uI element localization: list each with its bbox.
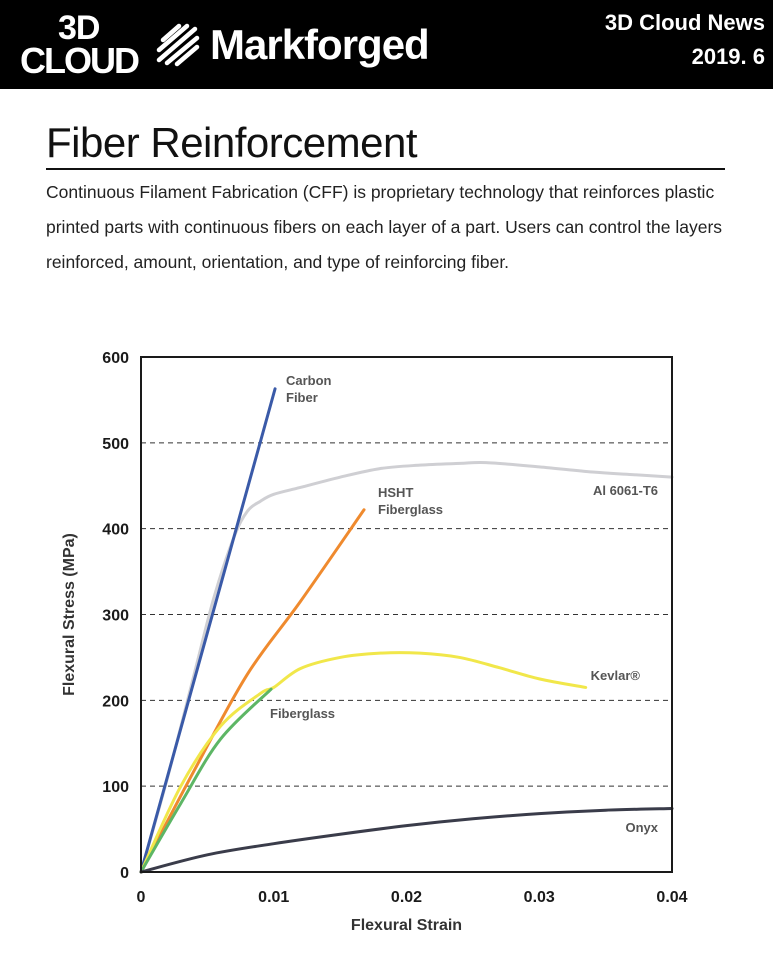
y-tick-label: 100 — [102, 779, 129, 796]
logo-3d-text: 3D — [58, 9, 100, 47]
3d-cloud-logo: 3D CLOUD — [20, 8, 140, 82]
series-label-carbon-fiber: Carbon Fiber — [286, 373, 332, 405]
series-line-hsht-fiberglass — [139, 508, 366, 874]
x-tick-label: 0.03 — [524, 889, 555, 906]
series-label-al-6061-t6: Al 6061-T6 — [593, 483, 658, 498]
logo-cloud-text: CLOUD — [20, 40, 140, 81]
series-label-onyx: Onyx — [625, 820, 658, 835]
markforged-stripes-icon — [156, 23, 200, 67]
news-date: 2019. 6 — [691, 44, 765, 69]
y-tick-label: 600 — [102, 350, 129, 367]
title-divider — [46, 168, 725, 170]
description-paragraph: Continuous Filament Fabrication (CFF) is… — [46, 182, 723, 272]
x-tick-label: 0.02 — [391, 889, 422, 906]
x-axis-label: Flexural Strain — [351, 917, 462, 934]
series-line-carbon-fiber — [139, 387, 277, 874]
series-line-al-6061-t6 — [139, 460, 674, 874]
flexural-stress-chart: 0 100 200 300 400 500 600 0 0.01 0.02 0.03 0.04 Al … — [61, 350, 688, 934]
series-line-fiberglass — [139, 687, 273, 874]
y-tick-label: 500 — [102, 436, 129, 453]
plot-frame — [140, 356, 673, 873]
gridlines — [141, 442, 672, 787]
news-label: 3D Cloud News 2019. 6 — [605, 6, 765, 74]
series-labels: Al 6061-T6 Carbon Fiber HSHT Fiberglass Kevla… — [270, 373, 659, 835]
markforged-brand: Markforged — [210, 21, 430, 68]
y-axis-label: Flexural Stress (MPa) — [61, 533, 78, 696]
series-label-hsht-fiberglass: HSHT Fiberglass — [378, 485, 443, 517]
page-title: Fiber Reinforcement — [46, 119, 417, 166]
y-tick-label: 400 — [102, 522, 129, 539]
series-line-kevlar — [139, 651, 588, 874]
series-label-fiberglass: Fiberglass — [270, 706, 335, 721]
y-tick-label: 200 — [102, 693, 129, 710]
tick-labels: 0 100 200 300 400 500 600 0 0.01 0.02 0.03 0.04 — [102, 350, 687, 906]
news-title: 3D Cloud News — [604, 10, 765, 35]
x-tick-label: 0.04 — [656, 889, 687, 906]
y-tick-label: 300 — [102, 608, 129, 625]
series-line-onyx — [139, 806, 674, 874]
x-tick-label: 0.01 — [258, 889, 289, 906]
series-label-kevlar: Kevlar® — [591, 668, 641, 683]
x-tick-label: 0 — [137, 889, 146, 906]
y-tick-label: 0 — [120, 865, 129, 882]
header-bar: 3D CLOUD Markforged 3D Cloud News 2019. … — [0, 0, 773, 89]
series-lines — [139, 387, 674, 874]
